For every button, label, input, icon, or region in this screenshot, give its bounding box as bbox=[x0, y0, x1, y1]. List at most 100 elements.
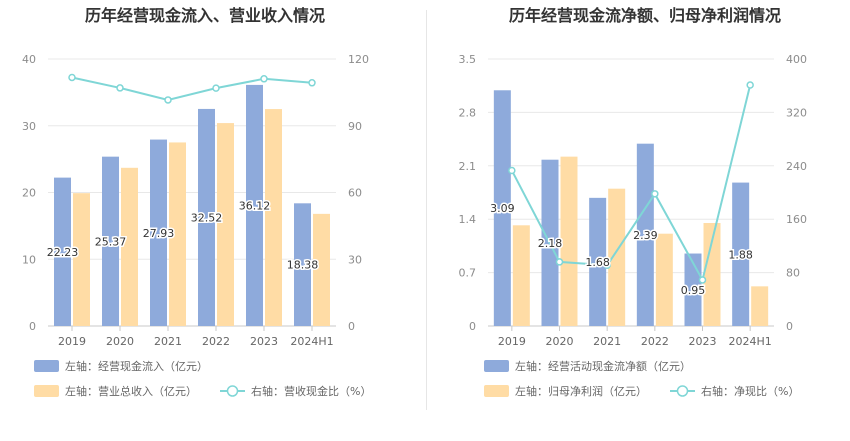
y-left-tick-label: 0.7 bbox=[459, 267, 477, 280]
legend-swatch-series2 bbox=[484, 385, 509, 397]
data-label: 3.09 bbox=[490, 202, 514, 215]
panel-divider bbox=[426, 10, 427, 410]
bar-series1 bbox=[246, 84, 263, 326]
y-left-tick-label: 2.1 bbox=[459, 160, 477, 173]
x-tick-label: 2022 bbox=[641, 335, 669, 348]
bar-series2 bbox=[313, 213, 330, 326]
bar-series1 bbox=[54, 177, 71, 326]
y-right-tick-label: 60 bbox=[348, 187, 362, 200]
data-label: 25.37 bbox=[95, 235, 127, 248]
x-tick-label: 2020 bbox=[106, 335, 134, 348]
x-tick-label: 2020 bbox=[546, 335, 574, 348]
legend-label: 左轴：营业总收入（亿元） bbox=[65, 384, 197, 398]
bar-series2 bbox=[512, 225, 530, 326]
line-point bbox=[508, 166, 516, 175]
bar-series2 bbox=[608, 188, 626, 326]
chart-title: 历年经营现金流入、营业收入情况 bbox=[85, 6, 325, 25]
legend-swatch-series3-marker bbox=[226, 385, 239, 397]
chart-left-svg: 历年经营现金流入、营业收入情况 0 10 20 30 40 0 30 60 90 120 2019 2… bbox=[22, 6, 371, 398]
line-point bbox=[555, 258, 564, 266]
legend-label: 右轴：营收现金比（%） bbox=[251, 384, 371, 398]
bar-series1 bbox=[150, 139, 167, 326]
y-right-tick-label: 160 bbox=[786, 213, 807, 226]
data-label: 2.39 bbox=[633, 229, 658, 242]
bar-series1 bbox=[636, 143, 654, 326]
line-point bbox=[212, 84, 220, 92]
legend-swatch-series1 bbox=[34, 360, 59, 372]
chart-title: 历年经营现金流净额、归母净利润情况 bbox=[509, 6, 781, 25]
legend-label: 左轴：归母净利润（亿元） bbox=[515, 384, 647, 398]
y-left-tick-label: 0 bbox=[29, 320, 36, 333]
bar-series2 bbox=[265, 109, 282, 326]
data-label: 18.38 bbox=[287, 259, 319, 272]
y-left-tick-label: 20 bbox=[22, 187, 36, 200]
x-tick-label: 2022 bbox=[202, 335, 230, 348]
x-tick-label: 2019 bbox=[498, 335, 526, 348]
y-left-tick-label: 3.5 bbox=[459, 53, 477, 66]
line-point bbox=[603, 261, 611, 270]
y-left-tick-label: 40 bbox=[22, 53, 36, 66]
y-left-tick-label: 0 bbox=[469, 320, 476, 333]
legend-label: 左轴：经营活动现金流净额（亿元） bbox=[515, 359, 691, 373]
legend-label: 左轴：经营现金流入（亿元） bbox=[65, 359, 208, 373]
y-right-tick-label: 0 bbox=[786, 320, 793, 333]
data-label: 0.95 bbox=[681, 284, 706, 297]
bar-series1 bbox=[102, 156, 119, 326]
line-point bbox=[698, 276, 707, 284]
bar-series1 bbox=[294, 203, 311, 326]
legend-swatch-series2 bbox=[34, 385, 59, 397]
line-point bbox=[651, 190, 659, 198]
bar-series1 bbox=[198, 108, 215, 326]
bar-series2 bbox=[73, 193, 90, 326]
y-left-tick-label: 30 bbox=[22, 120, 36, 133]
data-label: 32.52 bbox=[191, 211, 223, 224]
chart-right-svg: 历年经营现金流净额、归母净利润情况 0 0.7 1.4 2.1 2.8 3.5 0 80 160… bbox=[459, 6, 808, 398]
x-tick-label: 2023 bbox=[689, 335, 717, 348]
chart-panel-left: 历年经营现金流入、营业收入情况 0 10 20 30 40 0 30 60 90 120 2019 2… bbox=[0, 0, 425, 437]
y-right-tick-label: 90 bbox=[348, 120, 362, 133]
data-label: 1.88 bbox=[728, 248, 753, 261]
bar-series2 bbox=[121, 167, 138, 326]
line-point bbox=[116, 84, 124, 92]
bar-series2 bbox=[655, 233, 673, 326]
y-right-tick-label: 30 bbox=[348, 253, 362, 266]
line-series3 bbox=[510, 84, 752, 283]
line-point bbox=[164, 96, 172, 104]
bar-series2 bbox=[703, 223, 721, 326]
y-left-tick-label: 10 bbox=[22, 253, 36, 266]
line-point bbox=[68, 73, 76, 82]
bar-series2 bbox=[217, 123, 234, 326]
data-label: 2.18 bbox=[538, 237, 563, 250]
line-series3 bbox=[71, 76, 313, 101]
x-tick-label: 2021 bbox=[154, 335, 182, 348]
data-label: 22.23 bbox=[47, 246, 79, 259]
y-left-tick-label: 1.4 bbox=[459, 213, 477, 226]
legend-label: 右轴：净现比（%） bbox=[701, 384, 799, 398]
y-right-tick-label: 240 bbox=[786, 160, 807, 173]
chart-panel-right: 历年经营现金流净额、归母净利润情况 0 0.7 1.4 2.1 2.8 3.5 0 80 160… bbox=[425, 0, 850, 437]
bar-series1 bbox=[732, 182, 750, 326]
bar-series2 bbox=[560, 156, 578, 326]
y-left-tick-label: 2.8 bbox=[459, 106, 477, 119]
legend-swatch-series1 bbox=[484, 360, 509, 372]
y-right-tick-label: 0 bbox=[348, 320, 355, 333]
x-tick-label: 2023 bbox=[250, 335, 278, 348]
line-point bbox=[260, 75, 268, 83]
x-tick-label: 2024H1 bbox=[290, 335, 333, 348]
bar-series2 bbox=[751, 286, 769, 326]
bar-series1 bbox=[589, 197, 607, 326]
x-tick-label: 2021 bbox=[593, 335, 621, 348]
data-label: 27.93 bbox=[143, 227, 175, 240]
data-label: 36.12 bbox=[239, 199, 271, 212]
y-right-tick-label: 120 bbox=[348, 53, 369, 66]
legend-swatch-series3-marker bbox=[676, 385, 689, 397]
y-right-tick-label: 80 bbox=[786, 267, 800, 280]
y-right-tick-label: 320 bbox=[786, 106, 807, 119]
x-tick-label: 2019 bbox=[58, 335, 86, 348]
bar-series1 bbox=[493, 90, 511, 326]
y-right-tick-label: 400 bbox=[786, 53, 807, 66]
line-point bbox=[746, 81, 754, 89]
bar-series2 bbox=[169, 142, 186, 326]
x-tick-label: 2024H1 bbox=[729, 335, 772, 348]
data-label: 1.68 bbox=[585, 256, 610, 269]
